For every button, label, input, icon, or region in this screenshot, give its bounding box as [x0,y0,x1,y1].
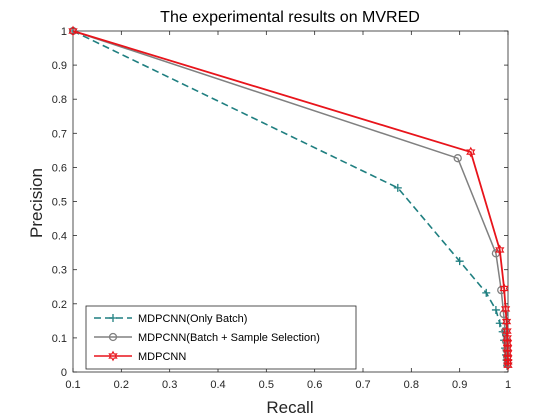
y-tick-label: 0 [61,367,67,379]
series-2-point [500,326,510,336]
series-3-point [502,337,513,349]
x-tick-label: 0.7 [355,379,370,391]
x-axis-label: Recall [266,398,313,417]
y-tick-label: 0.6 [52,162,67,174]
y-tick-label: 0.3 [52,265,67,277]
legend-marker [108,350,118,362]
series-1-point [491,305,500,314]
series-3 [68,25,513,371]
y-tick-label: 1 [61,26,67,38]
series-1-point [482,288,491,297]
series-3-point [500,303,511,315]
x-tick-label: 0.6 [307,379,322,391]
y-tick-label: 0.9 [52,60,67,72]
series-3-point [502,342,513,354]
x-tick-label: 0.8 [404,379,419,391]
series-3-point [499,283,509,294]
y-tick-label: 0.4 [52,231,67,243]
series-1-point [495,319,504,328]
legend-entry: MDPCNN(Only Batch) [138,313,247,325]
series-3-point [68,25,78,37]
y-tick-label: 0.8 [52,94,67,106]
x-tick-label: 0.5 [259,379,274,391]
x-tick-label: 0.1 [65,379,80,391]
series-3-point [501,316,512,327]
series-3-point [503,352,513,364]
series-1-point [393,183,402,192]
series-3-point [466,146,476,158]
x-tick-label: 0.3 [162,379,177,391]
x-tick-label: 1 [505,379,511,391]
x-tick-label: 0.9 [452,379,467,391]
y-tick-label: 0.7 [52,128,67,140]
y-axis-label: Precision [27,168,46,238]
series-3-point [503,356,513,368]
series-2-point [453,154,462,163]
x-tick-label: 0.4 [210,379,225,391]
plot-area: 0.1 0.2 0.3 0.4 0.5 0.6 0.7 0.8 0.9 100.10.20.30.… [52,25,513,391]
series-3-point [502,332,512,344]
legend-marker [108,332,118,342]
legend-entry: MDPCNN [138,351,186,363]
series-1-point [455,257,464,266]
y-tick-label: 0.5 [52,197,67,209]
chart-title: The experimental results on MVRED [160,9,420,26]
x-tick-label: 0.2 [114,379,129,391]
series-2 [68,26,512,368]
series-3-point [503,359,513,371]
legend-entry: MDPCNN(Batch + Sample Selection) [138,332,320,344]
legend: MDPCNN(Only Batch) MDPCNN(Batch + Sample … [85,305,357,370]
y-tick-label: 0.1 [52,333,67,345]
series-3-point [495,244,505,256]
legend-marker [109,314,117,322]
y-tick-label: 0.2 [52,299,67,311]
